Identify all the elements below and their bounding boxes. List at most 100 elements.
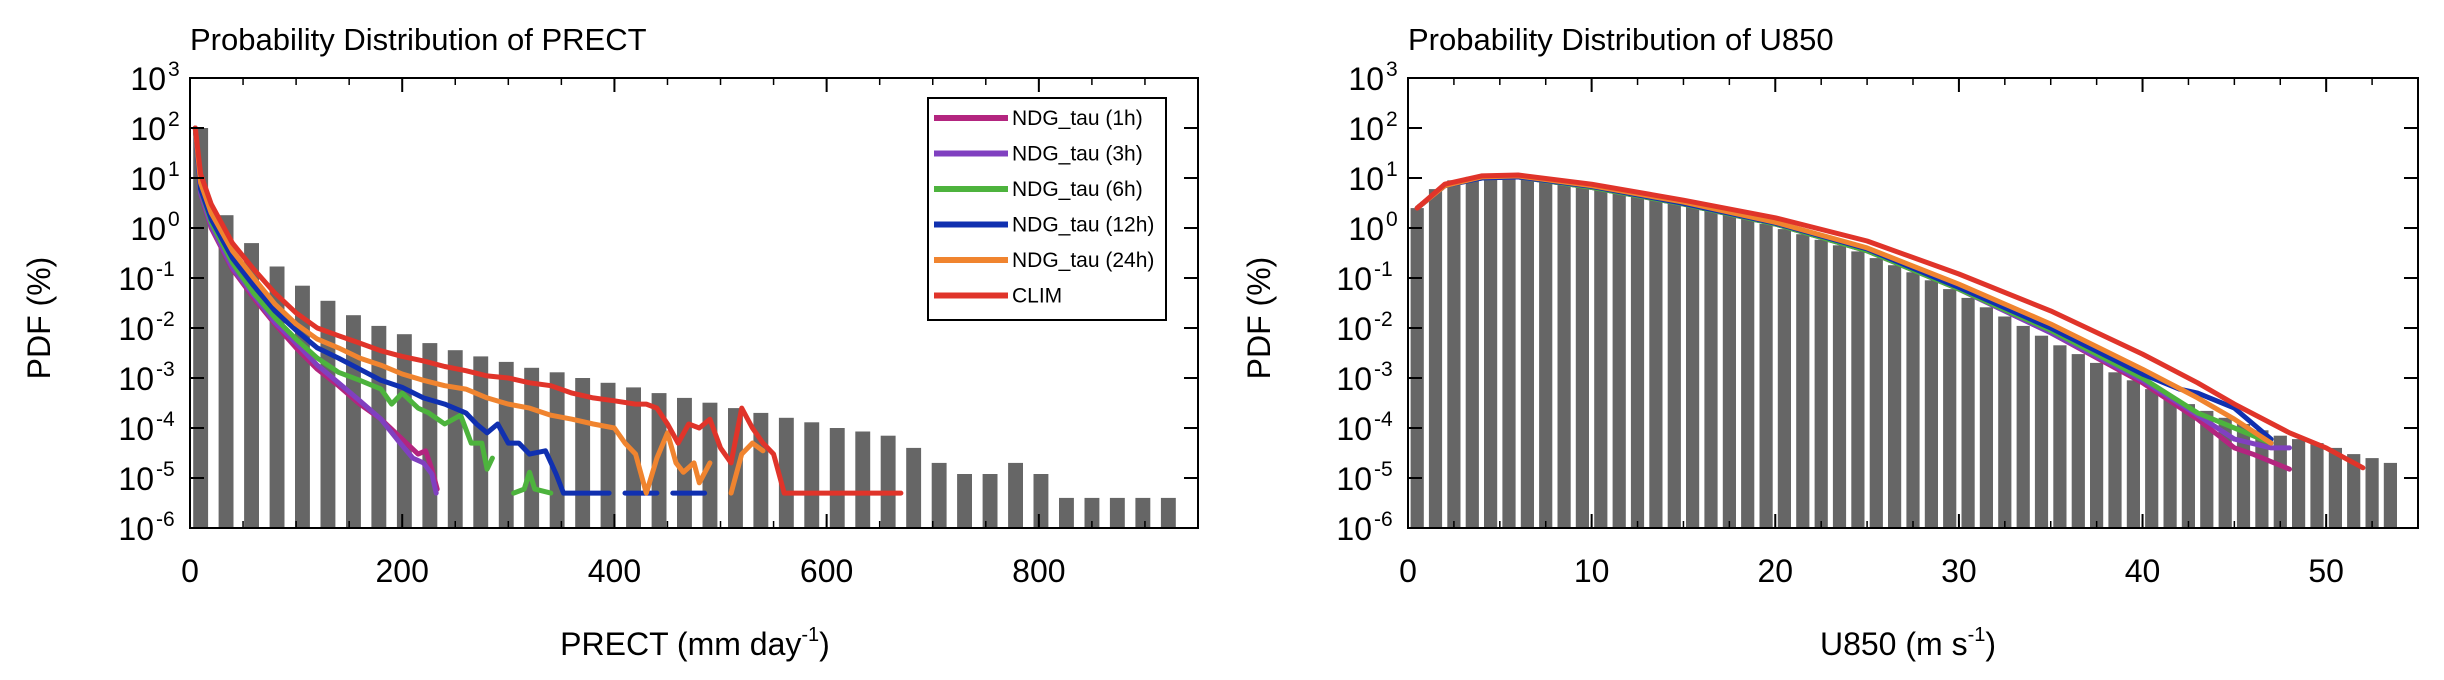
u850-y-tick-label: 103 [1348, 58, 1397, 97]
prect-series-line [728, 440, 766, 496]
prect-bar [804, 422, 820, 528]
u850-bar [1869, 258, 1883, 528]
u850-bar [2292, 439, 2306, 528]
u850-bar [1888, 265, 1902, 528]
u850-bar [1630, 194, 1645, 528]
u850-y-tick-exponent: -2 [1374, 308, 1393, 331]
prect-bar [1135, 497, 1151, 528]
u850-x-tick-label: 10 [1574, 553, 1610, 589]
prect-bar [422, 343, 438, 528]
prect-y-tick-exponent: 0 [168, 208, 180, 231]
u850-y-tick-label: 10-3 [1336, 358, 1392, 397]
prect-chart-title: Probability Distribution of PRECT [190, 22, 647, 57]
prect-series-line [192, 125, 713, 496]
prect-bar [320, 300, 336, 528]
u850-bar [1906, 272, 1920, 528]
u850-bar [1979, 307, 1993, 528]
prect-series-line [511, 469, 554, 496]
prect-x-tick-label: 200 [376, 553, 429, 589]
u850-panel: Probability Distribution of U850 PDF (%)… [1241, 22, 2419, 662]
prect-x-axis-label: PRECT (mm day-1) [560, 624, 830, 662]
u850-x-axis-label-sup: -1 [1968, 624, 1986, 646]
legend-label: NDG_tau (3h) [1012, 143, 1143, 166]
u850-x-axis-label-main: U850 (m s [1820, 626, 1968, 662]
prect-y-tick-exponent: -3 [156, 358, 175, 381]
u850-bar [2034, 335, 2049, 528]
u850-bar [2090, 362, 2104, 528]
u850-bar [1502, 175, 1516, 528]
u850-x-tick-label: 0 [1399, 553, 1417, 589]
prect-bar [677, 397, 692, 528]
u850-bar [2108, 372, 2122, 528]
prect-bar [778, 417, 794, 528]
prect-y-tick-exponent: -6 [156, 508, 175, 531]
u850-y-tick-label: 10-2 [1336, 308, 1392, 347]
prect-bar [575, 378, 591, 528]
prect-bar [549, 372, 565, 528]
prect-x-axis-label-end: ) [819, 626, 830, 662]
prect-bar [396, 334, 412, 528]
prect-y-tick-label: 10-4 [118, 408, 175, 447]
prect-x-tick-label: 800 [1012, 553, 1065, 589]
u850-bar [2328, 447, 2342, 528]
u850-x-tick-label: 30 [1941, 553, 1977, 589]
prect-bar [982, 474, 998, 528]
prect-bar [1059, 497, 1074, 528]
u850-bar [1722, 214, 1736, 528]
legend-label: CLIM [1012, 285, 1062, 308]
u850-bar [1410, 208, 1424, 528]
u850-bar [2200, 410, 2214, 528]
u850-bar [1961, 297, 1975, 528]
u850-x-tick-label: 20 [1757, 553, 1793, 589]
u850-y-tick-label: 102 [1348, 108, 1397, 147]
u850-bar [1428, 189, 1443, 528]
prect-y-tick-label: 101 [130, 158, 179, 197]
u850-bar [1649, 197, 1663, 528]
u850-y-tick-exponent: -3 [1374, 358, 1393, 381]
prect-y-tick-exponent: -4 [156, 408, 175, 431]
u850-bar [1832, 245, 1847, 529]
prect-y-tick-exponent: -5 [156, 458, 175, 481]
u850-bar [1465, 176, 1479, 528]
u850-bar [2273, 435, 2287, 528]
prect-y-tick-exponent: 3 [168, 58, 180, 81]
u850-bar [1741, 219, 1755, 528]
u850-bar [1759, 224, 1773, 528]
u850-y-tick-label: 101 [1348, 158, 1397, 197]
u850-bar [2365, 458, 2379, 528]
u850-bar [2016, 325, 2030, 528]
prect-bar [906, 447, 922, 528]
prect-bar [1033, 474, 1049, 528]
prect-x-axis-label-main: PRECT (mm day [560, 626, 801, 662]
u850-y-tick-exponent: -5 [1374, 458, 1393, 481]
prect-bar [447, 350, 463, 528]
prect-y-tick-label: 103 [130, 58, 179, 97]
prect-series-line [192, 125, 612, 496]
u850-bar [1539, 179, 1553, 528]
prect-bar [957, 474, 972, 528]
u850-y-axis-label: PDF (%) [1241, 257, 1277, 380]
u850-y-tick-label: 100 [1348, 208, 1397, 247]
prect-y-tick-label: 10-3 [118, 358, 174, 397]
u850-bar [1667, 201, 1681, 528]
prect-y-tick-label: 102 [130, 108, 179, 147]
u850-bar [1447, 180, 1461, 529]
u850-bar [1796, 234, 1810, 528]
u850-bar [2181, 404, 2195, 528]
prect-y-tick-exponent: 2 [168, 108, 180, 131]
u850-y-tick-label: 10-6 [1336, 508, 1392, 547]
u850-y-tick-exponent: -4 [1374, 408, 1393, 431]
prect-x-tick-label: 0 [181, 553, 199, 589]
legend-label: NDG_tau (24h) [1012, 249, 1154, 272]
u850-y-tick-exponent: 1 [1386, 158, 1398, 181]
u850-bar [1814, 239, 1828, 529]
u850-x-axis-label: U850 (m s-1) [1820, 624, 1996, 662]
prect-y-tick-label: 10-1 [118, 258, 174, 297]
u850-bar [1594, 187, 1608, 528]
prect-bar [931, 462, 947, 528]
prect-x-axis-label-sup: -1 [801, 624, 819, 646]
prect-series-line [192, 125, 495, 472]
u850-bar [1575, 184, 1589, 528]
prect-y-tick-exponent: -2 [156, 308, 175, 331]
